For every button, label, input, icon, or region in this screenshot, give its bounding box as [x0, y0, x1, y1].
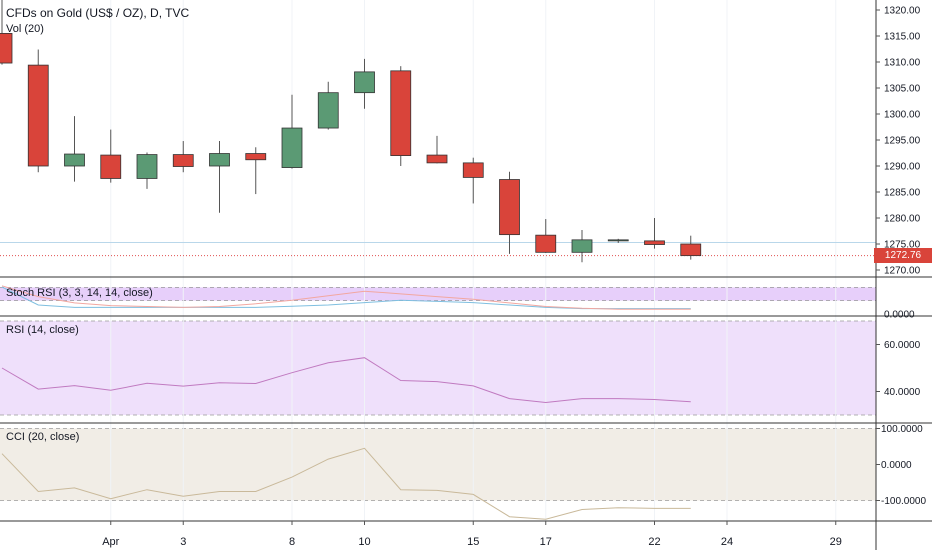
cci-line	[1, 447, 691, 520]
stoch-rsi-label: Stoch RSI (3, 3, 14, 14, close)	[6, 287, 153, 299]
candle-body-11	[390, 70, 412, 156]
rsi-band	[0, 321, 876, 415]
stoch-d-line	[1, 285, 691, 310]
main-y-tick-8: 1310.00	[884, 58, 921, 69]
cci-y-tick-1: 0.0000	[881, 460, 912, 471]
main-y-tick-9: 1315.00	[884, 32, 921, 43]
last-price-badge: 1272.76	[874, 248, 932, 264]
candle-body-17	[607, 239, 629, 242]
candle-body-4	[136, 154, 158, 179]
rsi-y-tick-0: 40.0000	[884, 387, 921, 398]
candle-body-18	[644, 240, 665, 245]
main-y-tick-3: 1285.00	[884, 188, 921, 199]
candle-body-15	[535, 234, 557, 253]
chart-title: CFDs on Gold (US$ / OZ), D, TVC	[6, 6, 190, 20]
candle-body-12	[426, 154, 448, 164]
candle-body-10	[354, 71, 375, 94]
x-tick-4: 15	[467, 536, 479, 548]
candle-body-2	[64, 153, 85, 167]
x-tick-7: 24	[721, 536, 733, 548]
main-y-tick-10: 1320.00	[884, 6, 921, 17]
candle-body-14	[499, 179, 520, 236]
candle-body-1	[27, 64, 49, 167]
cci-y-tick-2: 100.0000	[881, 424, 923, 435]
x-tick-0: Apr	[102, 536, 119, 548]
x-tick-8: 29	[830, 536, 842, 548]
candle-body-13	[462, 162, 484, 178]
main-y-tick-7: 1305.00	[884, 84, 921, 95]
candle-body-7	[245, 153, 267, 161]
rsi-line	[1, 357, 691, 404]
x-tick-2: 8	[289, 536, 295, 548]
main-y-tick-0: 1270.00	[884, 266, 921, 277]
main-y-tick-2: 1280.00	[884, 214, 921, 225]
candle-body-16	[571, 239, 593, 253]
candle-body-8	[281, 127, 303, 168]
candle-body-0	[0, 33, 13, 64]
cci-y-tick-0: -100.0000	[881, 496, 926, 507]
candle-body-3	[100, 154, 122, 179]
stoch-band	[0, 287, 876, 301]
volume-label: Vol (20)	[6, 23, 44, 35]
x-tick-5: 17	[540, 536, 552, 548]
x-tick-6: 22	[648, 536, 660, 548]
main-y-tick-6: 1300.00	[884, 110, 921, 121]
x-tick-3: 10	[358, 536, 370, 548]
main-y-tick-4: 1290.00	[884, 162, 921, 173]
rsi-label: RSI (14, close)	[6, 324, 79, 336]
cci-band	[0, 428, 876, 501]
cci-label: CCI (20, close)	[6, 431, 80, 443]
main-y-tick-5: 1295.00	[884, 136, 921, 147]
rsi-y-tick-1: 60.0000	[884, 340, 921, 351]
stoch-y-tick-0: 0.0000	[884, 310, 915, 321]
candle-body-9	[317, 92, 339, 129]
candle-body-5	[172, 154, 194, 167]
candle-body-6	[209, 153, 230, 167]
candle-body-19	[680, 243, 702, 257]
x-tick-1: 3	[180, 536, 186, 548]
main-y-tick-1: 1275.00	[884, 240, 921, 251]
